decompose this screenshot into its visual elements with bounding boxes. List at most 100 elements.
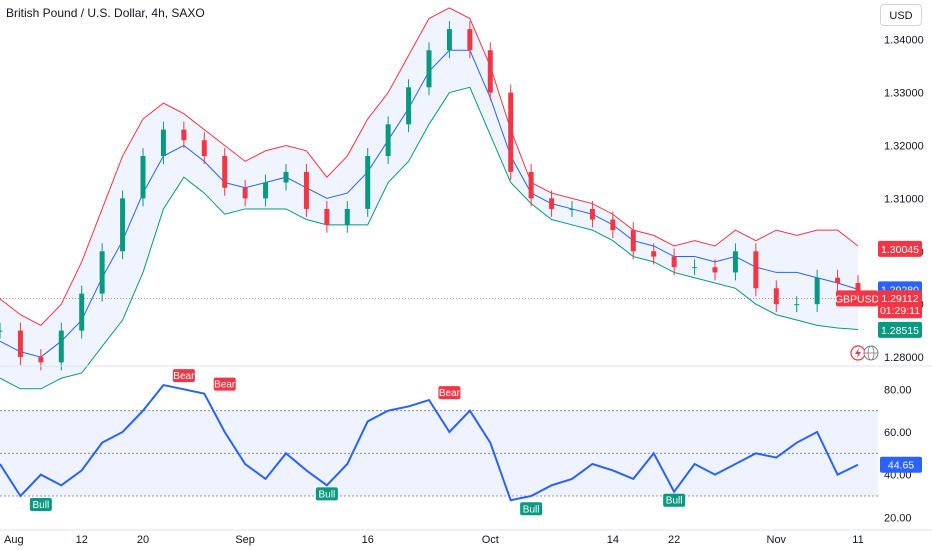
countdown-text: 01:29:11 xyxy=(880,305,920,317)
candle-body xyxy=(467,29,473,51)
candle-body xyxy=(732,251,738,273)
candle-body xyxy=(814,277,820,305)
candle-body xyxy=(385,124,391,157)
currency-selector[interactable]: USD xyxy=(880,4,922,26)
symbol-badge xyxy=(836,290,878,307)
candle-body xyxy=(365,156,371,209)
candle-body xyxy=(712,267,718,273)
time-axis-tick: Oct xyxy=(482,534,499,546)
oscillator-axis-tick: 80.00 xyxy=(884,384,912,396)
upper-band-price-badge xyxy=(878,240,922,257)
candle-body xyxy=(610,219,616,231)
candle-body xyxy=(528,171,534,199)
candle-body xyxy=(569,208,575,210)
candle-body xyxy=(835,277,841,284)
candle-body xyxy=(140,156,146,199)
time-axis-tick: 22 xyxy=(668,534,680,546)
bollinger-upper-line xyxy=(0,7,859,326)
divergence-label-text: Bull xyxy=(33,500,50,511)
bollinger-lower-line xyxy=(0,86,859,390)
time-axis-tick: 11 xyxy=(852,534,863,546)
candle-body xyxy=(17,330,23,358)
divergence-label-bull xyxy=(520,502,543,516)
candle-body xyxy=(242,187,248,199)
time-axis-tick: 16 xyxy=(362,534,374,546)
candle-body xyxy=(753,251,759,289)
candle-body xyxy=(0,330,3,332)
price-labels: 44.651.300451.29280GBPUSD1.2911201:29:11… xyxy=(835,240,922,473)
chart-icons xyxy=(850,345,879,361)
candle-body xyxy=(303,171,309,209)
oscillator-axis-tick: 20.00 xyxy=(884,512,912,524)
globe-icon-meridian xyxy=(867,345,875,361)
candle-body xyxy=(38,357,44,363)
candle-body xyxy=(120,198,126,252)
candle-body xyxy=(263,182,269,199)
chart-title: British Pound / U.S. Dollar, 4h, SAXO xyxy=(6,6,205,20)
candle-body xyxy=(406,87,412,125)
divergence-label-text: Bull xyxy=(319,489,336,500)
oscillator-value-text: 44.65 xyxy=(888,460,914,472)
lightning-icon-bolt xyxy=(855,348,861,358)
candle-body xyxy=(160,129,166,157)
candle-body xyxy=(671,256,677,268)
lower-band-price-badge-text: 1.28515 xyxy=(881,325,919,337)
candle-body xyxy=(589,208,595,220)
lower-band-price-badge xyxy=(878,321,922,338)
candle-body xyxy=(549,198,555,209)
divergence-label-bear xyxy=(172,369,195,383)
candle-body xyxy=(344,208,350,225)
oscillator-axis-tick: 60.00 xyxy=(884,427,912,439)
price-axis-tick: 1.34000 xyxy=(884,35,924,47)
candle-body xyxy=(426,50,432,88)
time-axis-tick: 20 xyxy=(137,534,149,546)
divergence-label-bull xyxy=(29,498,52,511)
time-axis-tick: Sep xyxy=(235,534,255,546)
divergence-label-text: Bull xyxy=(666,496,683,507)
candle-body xyxy=(58,330,64,363)
oscillator-pane: Bull Bear Bear Bull Bear Bull Bull xyxy=(0,369,878,516)
candle-body xyxy=(324,208,330,225)
candle-body xyxy=(692,267,698,269)
candle-body xyxy=(794,304,800,306)
candle-body xyxy=(181,129,187,141)
candle-body xyxy=(773,288,779,305)
last-price-text: 1.29112 xyxy=(881,293,918,305)
price-axis-tick: 1.32000 xyxy=(884,140,924,152)
candle-body xyxy=(630,230,636,252)
price-axis-tick: 1.33000 xyxy=(884,88,924,100)
candle-body xyxy=(283,171,289,183)
candle-body xyxy=(201,140,207,157)
oscillator-line xyxy=(0,383,859,502)
divergence-label-bear xyxy=(438,386,461,400)
divergence-label-bear xyxy=(213,377,236,391)
last-price-badge xyxy=(878,290,922,319)
oscillator-band-fill xyxy=(0,410,878,496)
price-axis-tick: 1.28000 xyxy=(884,352,924,364)
candle-body xyxy=(508,92,514,172)
divergence-label-text: Bear xyxy=(173,371,195,382)
time-axis-tick: 14 xyxy=(607,534,619,546)
divergence-label-bull xyxy=(663,493,686,507)
candle-body xyxy=(487,50,493,93)
candle-body xyxy=(446,29,452,51)
symbol-badge-text: GBPUSD xyxy=(835,293,880,305)
lightning-icon xyxy=(850,345,866,361)
candle-body xyxy=(79,293,85,331)
price-axis-tick: 1.31000 xyxy=(884,193,924,205)
divergence-label-bull xyxy=(315,487,338,501)
upper-band-price-badge-text: 1.30045 xyxy=(881,244,919,256)
price-pane xyxy=(0,7,878,390)
divergence-label-text: Bull xyxy=(523,504,540,515)
time-axis-tick: Nov xyxy=(767,534,787,546)
candle-body xyxy=(99,251,105,294)
divergence-label-text: Bear xyxy=(439,388,461,399)
candle-body xyxy=(222,156,228,188)
time-axis-tick: 12 xyxy=(76,534,88,546)
oscillator-value-badge xyxy=(880,456,922,473)
globe-icon xyxy=(863,345,879,361)
time-axis-tick: Aug xyxy=(4,534,24,546)
candle-body xyxy=(651,251,657,257)
divergence-label-text: Bear xyxy=(214,380,236,391)
